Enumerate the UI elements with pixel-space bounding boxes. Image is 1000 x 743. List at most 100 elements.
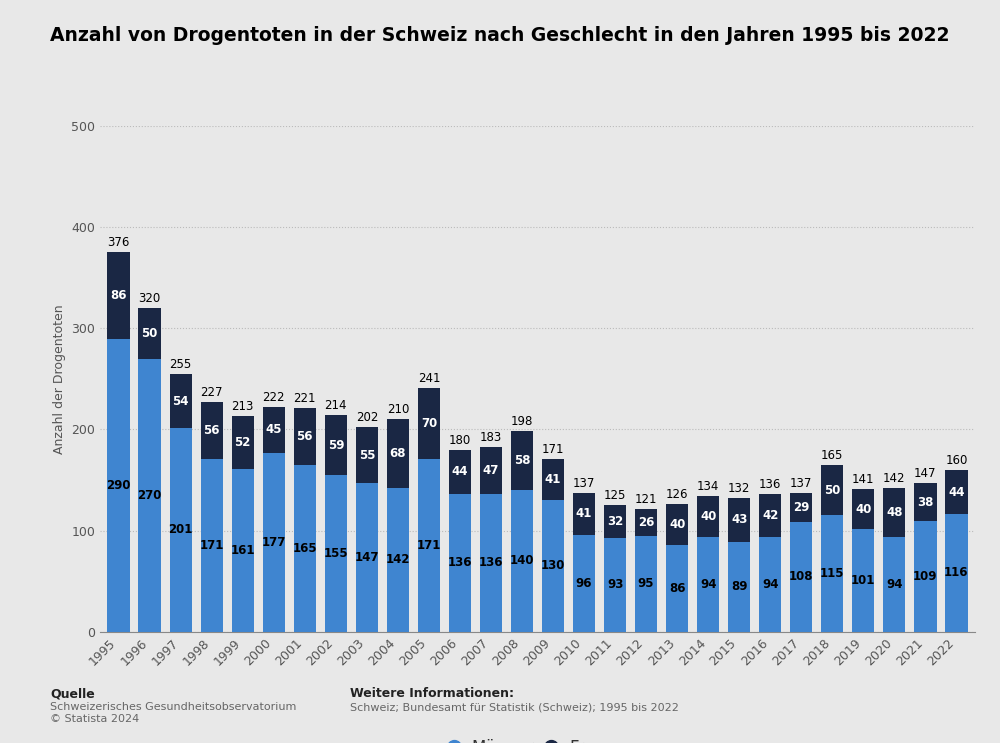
Bar bbox=[728, 542, 750, 632]
Bar bbox=[542, 500, 564, 632]
Text: 180: 180 bbox=[449, 434, 471, 447]
Text: 48: 48 bbox=[886, 506, 903, 519]
Text: 142: 142 bbox=[386, 554, 410, 566]
Text: 130: 130 bbox=[541, 559, 565, 572]
Bar bbox=[697, 536, 719, 632]
Text: 95: 95 bbox=[638, 577, 654, 590]
Text: 109: 109 bbox=[913, 570, 938, 583]
Bar bbox=[666, 504, 688, 545]
Text: 134: 134 bbox=[697, 480, 719, 493]
Bar bbox=[821, 516, 843, 632]
Text: 136: 136 bbox=[479, 557, 503, 569]
Text: 50: 50 bbox=[141, 327, 158, 340]
Bar bbox=[294, 465, 316, 632]
Text: 198: 198 bbox=[511, 415, 533, 429]
Text: 183: 183 bbox=[480, 431, 502, 444]
Bar bbox=[138, 359, 161, 632]
Text: 38: 38 bbox=[917, 496, 934, 509]
Text: 40: 40 bbox=[669, 518, 685, 531]
Text: 141: 141 bbox=[852, 473, 875, 486]
Text: 115: 115 bbox=[820, 567, 845, 580]
Bar bbox=[449, 494, 471, 632]
Bar bbox=[325, 415, 347, 475]
Bar bbox=[263, 452, 285, 632]
Text: 270: 270 bbox=[137, 489, 162, 502]
Text: 44: 44 bbox=[452, 465, 468, 478]
Legend: Männer, Frauen: Männer, Frauen bbox=[441, 731, 634, 743]
Text: Schweiz; Bundesamt für Statistik (Schweiz); 1995 bis 2022: Schweiz; Bundesamt für Statistik (Schwei… bbox=[350, 702, 679, 712]
Text: 147: 147 bbox=[914, 467, 937, 480]
Text: 86: 86 bbox=[669, 582, 685, 594]
Text: 55: 55 bbox=[359, 449, 375, 461]
Bar bbox=[945, 514, 968, 632]
Text: 201: 201 bbox=[168, 524, 193, 536]
Bar bbox=[790, 522, 812, 632]
Text: Quelle: Quelle bbox=[50, 687, 95, 700]
Text: 94: 94 bbox=[762, 577, 778, 591]
Text: 137: 137 bbox=[573, 477, 595, 490]
Text: 160: 160 bbox=[945, 454, 968, 467]
Text: 116: 116 bbox=[944, 566, 969, 580]
Bar bbox=[480, 494, 502, 632]
Text: 93: 93 bbox=[607, 578, 623, 591]
Text: 89: 89 bbox=[731, 580, 747, 593]
Bar bbox=[232, 469, 254, 632]
Text: 155: 155 bbox=[324, 547, 348, 559]
Text: Schweizerisches Gesundheitsobservatorium
© Statista 2024: Schweizerisches Gesundheitsobservatorium… bbox=[50, 702, 296, 724]
Text: 41: 41 bbox=[576, 507, 592, 520]
Text: 47: 47 bbox=[483, 464, 499, 477]
Bar bbox=[697, 496, 719, 536]
Bar bbox=[914, 483, 937, 522]
Text: 213: 213 bbox=[232, 400, 254, 413]
Bar bbox=[573, 534, 595, 632]
Bar bbox=[883, 488, 905, 536]
Text: 376: 376 bbox=[107, 236, 130, 249]
Text: 132: 132 bbox=[728, 482, 750, 495]
Text: 255: 255 bbox=[170, 358, 192, 371]
Bar bbox=[604, 538, 626, 632]
Text: 45: 45 bbox=[266, 424, 282, 436]
Text: Weitere Informationen:: Weitere Informationen: bbox=[350, 687, 514, 700]
Text: 32: 32 bbox=[607, 515, 623, 528]
Bar bbox=[418, 458, 440, 632]
Text: 126: 126 bbox=[666, 488, 688, 502]
Bar bbox=[387, 419, 409, 488]
Text: 94: 94 bbox=[700, 577, 716, 591]
Text: 227: 227 bbox=[200, 386, 223, 399]
Bar bbox=[325, 475, 347, 632]
Bar bbox=[790, 493, 812, 522]
Text: 171: 171 bbox=[417, 539, 441, 551]
Bar bbox=[170, 374, 192, 429]
Text: 177: 177 bbox=[262, 536, 286, 548]
Text: 56: 56 bbox=[203, 424, 220, 437]
Text: 171: 171 bbox=[542, 443, 564, 455]
Y-axis label: Anzahl der Drogentoten: Anzahl der Drogentoten bbox=[53, 304, 66, 454]
Text: 136: 136 bbox=[448, 557, 472, 569]
Bar bbox=[232, 416, 254, 469]
Bar bbox=[263, 407, 285, 452]
Bar bbox=[604, 505, 626, 538]
Bar bbox=[170, 429, 192, 632]
Bar bbox=[201, 458, 223, 632]
Bar bbox=[511, 490, 533, 632]
Text: 101: 101 bbox=[851, 574, 875, 587]
Text: 44: 44 bbox=[948, 486, 965, 499]
Bar bbox=[356, 427, 378, 483]
Bar bbox=[138, 308, 161, 359]
Text: 70: 70 bbox=[421, 417, 437, 430]
Text: 241: 241 bbox=[418, 372, 440, 385]
Text: 140: 140 bbox=[510, 554, 534, 568]
Text: 94: 94 bbox=[886, 577, 903, 591]
Bar bbox=[635, 536, 657, 632]
Bar bbox=[356, 483, 378, 632]
Text: 165: 165 bbox=[821, 449, 843, 462]
Bar bbox=[728, 498, 750, 542]
Bar bbox=[821, 465, 843, 516]
Text: 202: 202 bbox=[356, 412, 378, 424]
Text: 58: 58 bbox=[514, 454, 530, 467]
Bar bbox=[666, 545, 688, 632]
Bar bbox=[294, 408, 316, 465]
Text: 147: 147 bbox=[355, 551, 379, 564]
Bar bbox=[480, 447, 502, 494]
Bar bbox=[201, 402, 223, 458]
